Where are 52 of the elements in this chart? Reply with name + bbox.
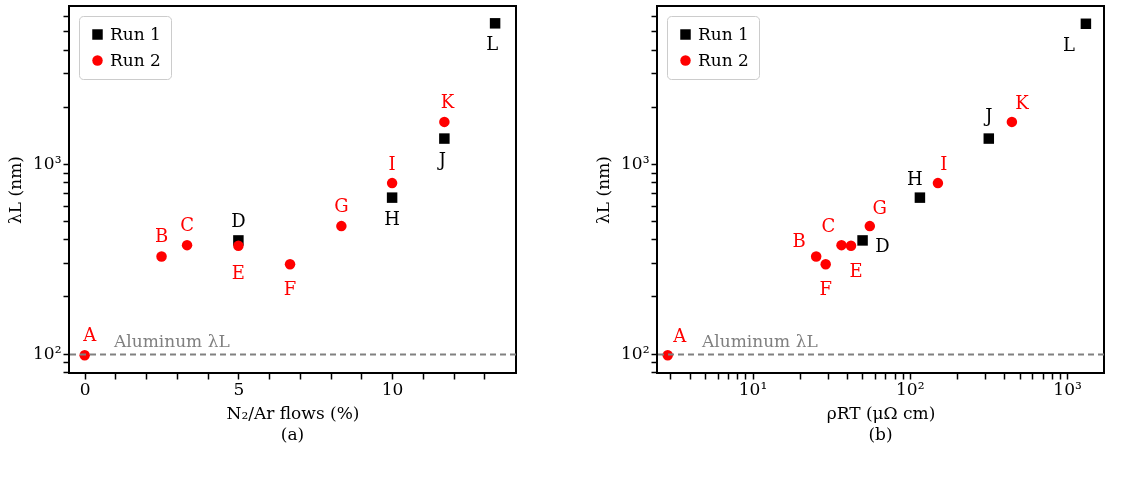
y-axis-title: λL (nm) — [593, 156, 614, 224]
point — [336, 220, 347, 232]
data-label: J — [983, 104, 993, 126]
legend-label: Run 1 — [110, 23, 161, 44]
point — [489, 18, 501, 29]
data-label: B — [154, 225, 169, 247]
point — [439, 116, 450, 128]
y-axis-title: λL (nm) — [5, 156, 26, 224]
data-label: B — [792, 230, 806, 252]
data-label: H — [384, 207, 400, 229]
point — [156, 251, 167, 262]
data-label: A — [672, 325, 688, 347]
x-tick-label: 10¹ — [738, 378, 768, 399]
point — [386, 177, 398, 189]
x-axis-title: N₂/Ar flows (%) — [226, 402, 360, 423]
data-label: D — [231, 210, 246, 232]
x-tick-label: 5 — [233, 378, 245, 399]
data-label: F — [819, 278, 832, 300]
data-label: J — [436, 148, 446, 170]
data-label: I — [940, 153, 948, 175]
data-label: K — [440, 90, 455, 112]
legend-label: Run 2 — [698, 49, 749, 70]
data-label: E — [231, 261, 245, 283]
ref-line-label: Aluminum λL — [701, 331, 818, 352]
data-label: G — [872, 197, 887, 219]
point — [284, 258, 296, 270]
ref-line-label: Aluminum λL — [113, 331, 230, 352]
data-label: H — [907, 167, 923, 189]
legend-label: Run 2 — [110, 49, 161, 70]
x-tick-label: 10² — [896, 378, 925, 399]
legend-label: Run 1 — [698, 23, 749, 44]
data-label: C — [180, 214, 194, 236]
data-label: I — [388, 153, 396, 175]
data-label: F — [283, 278, 297, 300]
text: (b) — [868, 424, 893, 444]
x-tick-label: 10³ — [1053, 378, 1082, 399]
point — [386, 192, 398, 203]
x-tick-label: 10 — [381, 378, 404, 399]
data-label: L — [1062, 33, 1075, 55]
data-label: E — [849, 259, 863, 281]
x-tick-label: 0 — [79, 378, 91, 399]
point — [181, 239, 193, 251]
point — [233, 240, 244, 252]
point — [439, 133, 450, 144]
data-label: G — [334, 195, 349, 217]
x-axis-title: ρRT (μΩ cm) — [826, 402, 936, 423]
data-label: D — [875, 235, 890, 257]
text: (a) — [280, 424, 305, 444]
data-label: A — [82, 324, 98, 346]
data-label: K — [1015, 91, 1030, 113]
data-label: C — [821, 215, 836, 237]
data-label: L — [486, 33, 499, 55]
